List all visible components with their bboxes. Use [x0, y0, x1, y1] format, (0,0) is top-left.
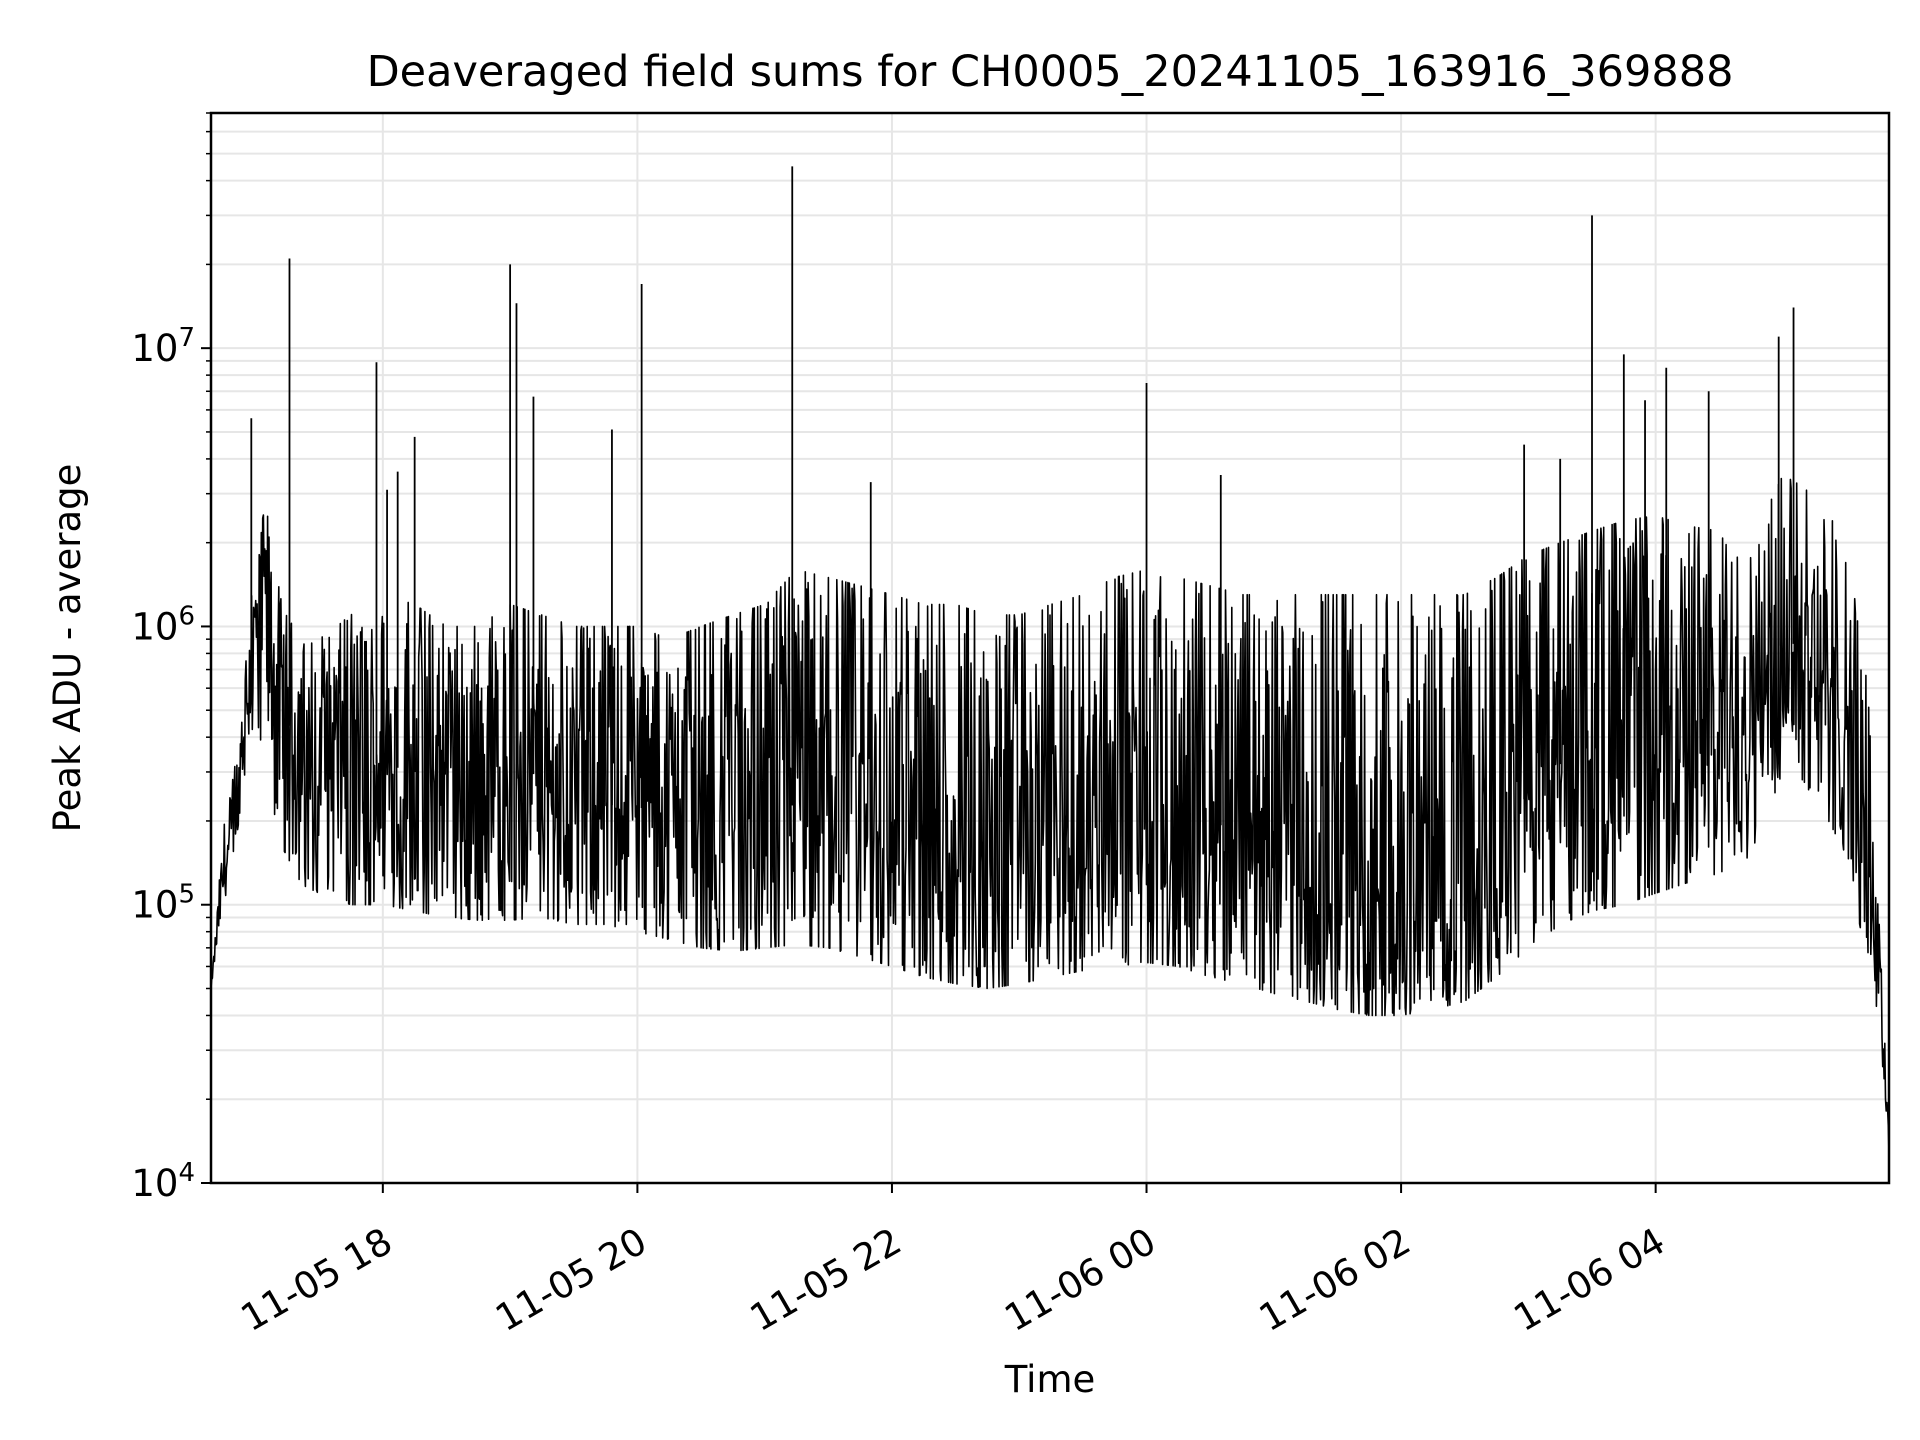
x-axis-label: Time — [1004, 1358, 1096, 1401]
data-series — [210, 166, 1890, 1154]
y-tick-label: 104 — [131, 1158, 195, 1205]
chart-title: Deaveraged field sums for CH0005_2024110… — [367, 47, 1734, 97]
plot-frame — [209, 111, 1891, 1185]
y-axis-label: Peak ADU - average — [46, 464, 89, 833]
y-tick-label: 107 — [131, 323, 195, 370]
series-line — [210, 477, 1890, 1154]
y-tick-label: 106 — [131, 601, 195, 648]
y-tick-label: 105 — [131, 880, 195, 927]
